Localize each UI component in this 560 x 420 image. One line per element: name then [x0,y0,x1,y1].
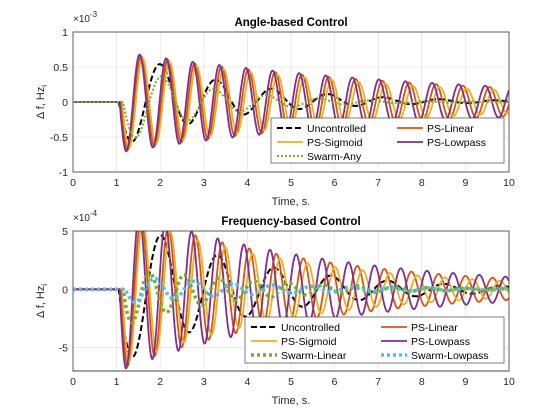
y-tick-label: 1 [62,27,68,39]
series-line-ps-lowpass [73,231,509,370]
x-tick-label: 4 [244,376,250,388]
legend-label: PS-Lowpass [411,336,470,348]
x-tick-label: 2 [157,376,163,388]
x-tick-label: 6 [332,376,338,388]
chart-title: Angle-based Control [234,17,347,29]
legend-label: PS-Sigmoid [307,137,363,149]
legend: Uncontrolled PS-Linear PS-Sigmoid PS-Lowpas… [270,117,505,164]
legend-label: PS-Lowpass [427,137,486,149]
legend-label: Swarm-Lowpass [411,350,489,362]
y-tick-label: 5 [62,226,68,238]
y-axis-label: Δ f, Hzi [35,284,49,318]
x-tick-label: 10 [503,376,515,388]
x-tick-label: 4 [244,177,250,189]
x-tick-label: 3 [201,177,207,189]
y-tick-labels: -5 0 5 [59,226,69,355]
x-tick-label: 1 [114,376,120,388]
x-tick-label: 3 [201,376,207,388]
legend-box [244,316,505,364]
y-tick-label: 0 [62,97,68,109]
x-tick-label: 0 [70,177,76,189]
series-line-swarm-linear [73,270,509,325]
x-tick-label: 2 [157,177,163,189]
legend: Uncontrolled PS-Linear PS-Sigmoid PS-Lowpas… [244,316,505,364]
y-axis-label: Δ f, Hzi [35,85,49,119]
series-line-swarm-lowpass [73,276,509,305]
y-exponent-label: ×10-3 [73,10,98,25]
legend-label: Uncontrolled [307,123,366,135]
legend-label: Swarm-Any [307,151,362,163]
x-tick-label: 5 [288,177,294,189]
x-axis-label: Time, s. [272,196,311,208]
legend-label: PS-Linear [411,322,458,334]
x-tick-labels: 0 1 2 3 4 5 6 7 8 9 10 [70,177,515,189]
legend-label: Swarm-Linear [281,350,347,362]
x-axis-label: Time, s. [272,395,311,407]
y-tick-labels: -1 -0.5 0 0.5 1 [50,27,68,179]
legend-box [270,117,505,164]
angle-control-subplot: 0 1 2 3 4 5 6 7 8 9 10 -1 -0.5 0 0.5 1 Angle-based Con… [35,10,515,208]
x-tick-label: 1 [114,177,120,189]
series-line-swarm-any [73,75,509,139]
x-tick-label: 8 [419,177,425,189]
y-tick-label: -1 [59,167,68,179]
y-tick-label: -0.5 [50,132,68,144]
frequency-control-subplot: 0 1 2 3 4 5 6 7 8 9 10 -5 0 5 Frequency-based Contro… [35,209,515,407]
x-tick-label: 9 [462,376,468,388]
x-tick-label: 8 [419,376,425,388]
legend-label: PS-Sigmoid [281,336,337,348]
y-exponent-label: ×10-4 [73,209,98,224]
x-tick-label: 9 [462,177,468,189]
y-tick-label: 0 [62,284,68,296]
series-line-ps-sigmoid [73,231,509,364]
y-tick-label: 0.5 [53,62,68,74]
series-line-ps-lowpass [73,53,509,153]
x-tick-label: 7 [375,376,381,388]
y-tick-label: -5 [59,343,68,355]
series-lines [73,231,509,370]
x-tick-label: 10 [503,177,515,189]
legend-label: PS-Linear [427,123,474,135]
x-tick-label: 6 [332,177,338,189]
legend-label: Uncontrolled [281,322,340,334]
x-tick-labels: 0 1 2 3 4 5 6 7 8 9 10 [70,376,515,388]
x-tick-label: 0 [70,376,76,388]
x-tick-label: 5 [288,376,294,388]
chart-title: Frequency-based Control [221,216,360,228]
x-tick-label: 7 [375,177,381,189]
